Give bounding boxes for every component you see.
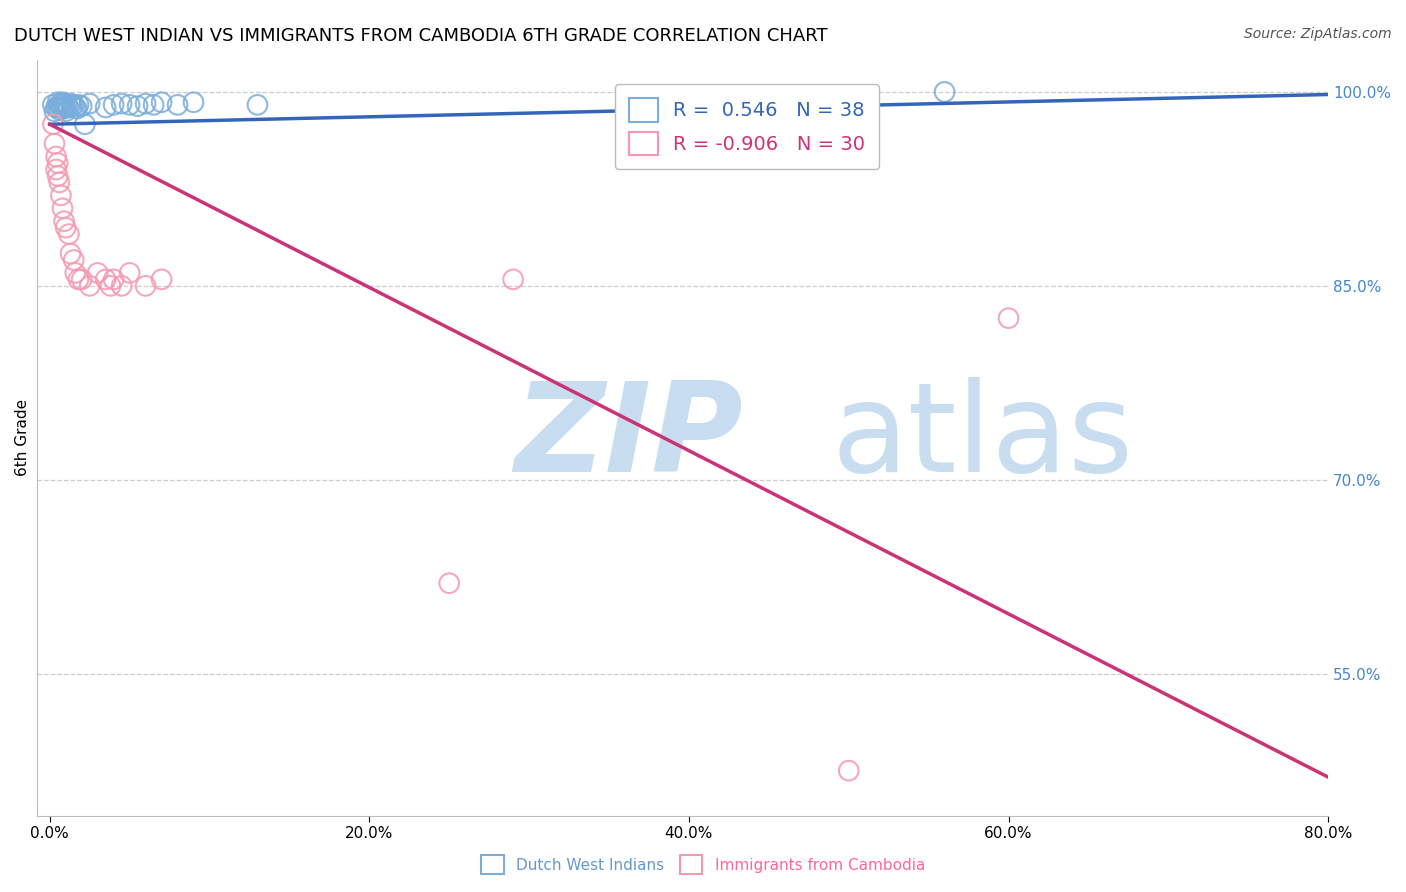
- Point: [838, 764, 860, 778]
- Point: [46, 100, 69, 114]
- Point: [73, 117, 96, 131]
- Point: [62, 252, 84, 267]
- Point: [70, 272, 93, 286]
- Point: [150, 272, 173, 286]
- Point: [79, 278, 101, 293]
- Point: [94, 272, 117, 286]
- Point: [59, 96, 82, 111]
- Point: [46, 156, 69, 170]
- Point: [60, 99, 83, 113]
- Point: [58, 100, 80, 114]
- Point: [51, 95, 73, 110]
- Point: [55, 104, 77, 119]
- Point: [51, 201, 73, 215]
- Y-axis label: 6th Grade: 6th Grade: [15, 400, 30, 476]
- Point: [100, 278, 122, 293]
- Point: [118, 98, 141, 112]
- Point: [79, 96, 101, 111]
- Point: [502, 272, 524, 286]
- Point: [70, 99, 93, 113]
- Point: [56, 98, 79, 112]
- Point: [55, 99, 77, 113]
- Point: [103, 272, 125, 286]
- Point: [53, 102, 76, 116]
- Point: [45, 100, 67, 114]
- Point: [53, 96, 76, 111]
- Point: [46, 169, 69, 183]
- Point: [934, 85, 956, 99]
- Point: [86, 266, 108, 280]
- Point: [44, 104, 66, 119]
- Text: DUTCH WEST INDIAN VS IMMIGRANTS FROM CAMBODIA 6TH GRADE CORRELATION CHART: DUTCH WEST INDIAN VS IMMIGRANTS FROM CAM…: [14, 27, 828, 45]
- Point: [246, 98, 269, 112]
- Point: [42, 98, 65, 112]
- Point: [48, 176, 70, 190]
- Point: [58, 227, 80, 241]
- Text: ZIP: ZIP: [515, 377, 744, 499]
- Point: [44, 136, 66, 151]
- Point: [48, 103, 70, 117]
- Point: [62, 98, 84, 112]
- Point: [118, 266, 141, 280]
- Point: [135, 96, 157, 111]
- Point: [439, 576, 461, 591]
- Point: [183, 95, 205, 110]
- Point: [127, 99, 149, 113]
- Point: [53, 214, 76, 228]
- Point: [65, 100, 87, 114]
- Point: [42, 117, 65, 131]
- Point: [65, 266, 87, 280]
- Point: [135, 278, 157, 293]
- Point: [67, 98, 90, 112]
- Point: [111, 96, 134, 111]
- Point: [49, 100, 72, 114]
- Point: [49, 96, 72, 111]
- Point: [46, 95, 69, 110]
- Point: [59, 246, 82, 260]
- Point: [103, 98, 125, 112]
- Point: [94, 100, 117, 114]
- Point: [48, 98, 70, 112]
- Point: [67, 272, 90, 286]
- Point: [142, 98, 165, 112]
- Point: [55, 220, 77, 235]
- Point: [45, 150, 67, 164]
- Point: [51, 100, 73, 114]
- Legend: R =  0.546   N = 38, R = -0.906   N = 30: R = 0.546 N = 38, R = -0.906 N = 30: [616, 85, 879, 169]
- Point: [66, 102, 89, 116]
- Point: [150, 95, 173, 110]
- Point: [111, 278, 134, 293]
- Point: [997, 311, 1019, 326]
- Legend: Dutch West Indians, Immigrants from Cambodia: Dutch West Indians, Immigrants from Camb…: [475, 849, 931, 880]
- Point: [49, 188, 72, 202]
- Point: [166, 98, 188, 112]
- Text: atlas: atlas: [831, 377, 1133, 499]
- Text: Source: ZipAtlas.com: Source: ZipAtlas.com: [1244, 27, 1392, 41]
- Point: [45, 162, 67, 177]
